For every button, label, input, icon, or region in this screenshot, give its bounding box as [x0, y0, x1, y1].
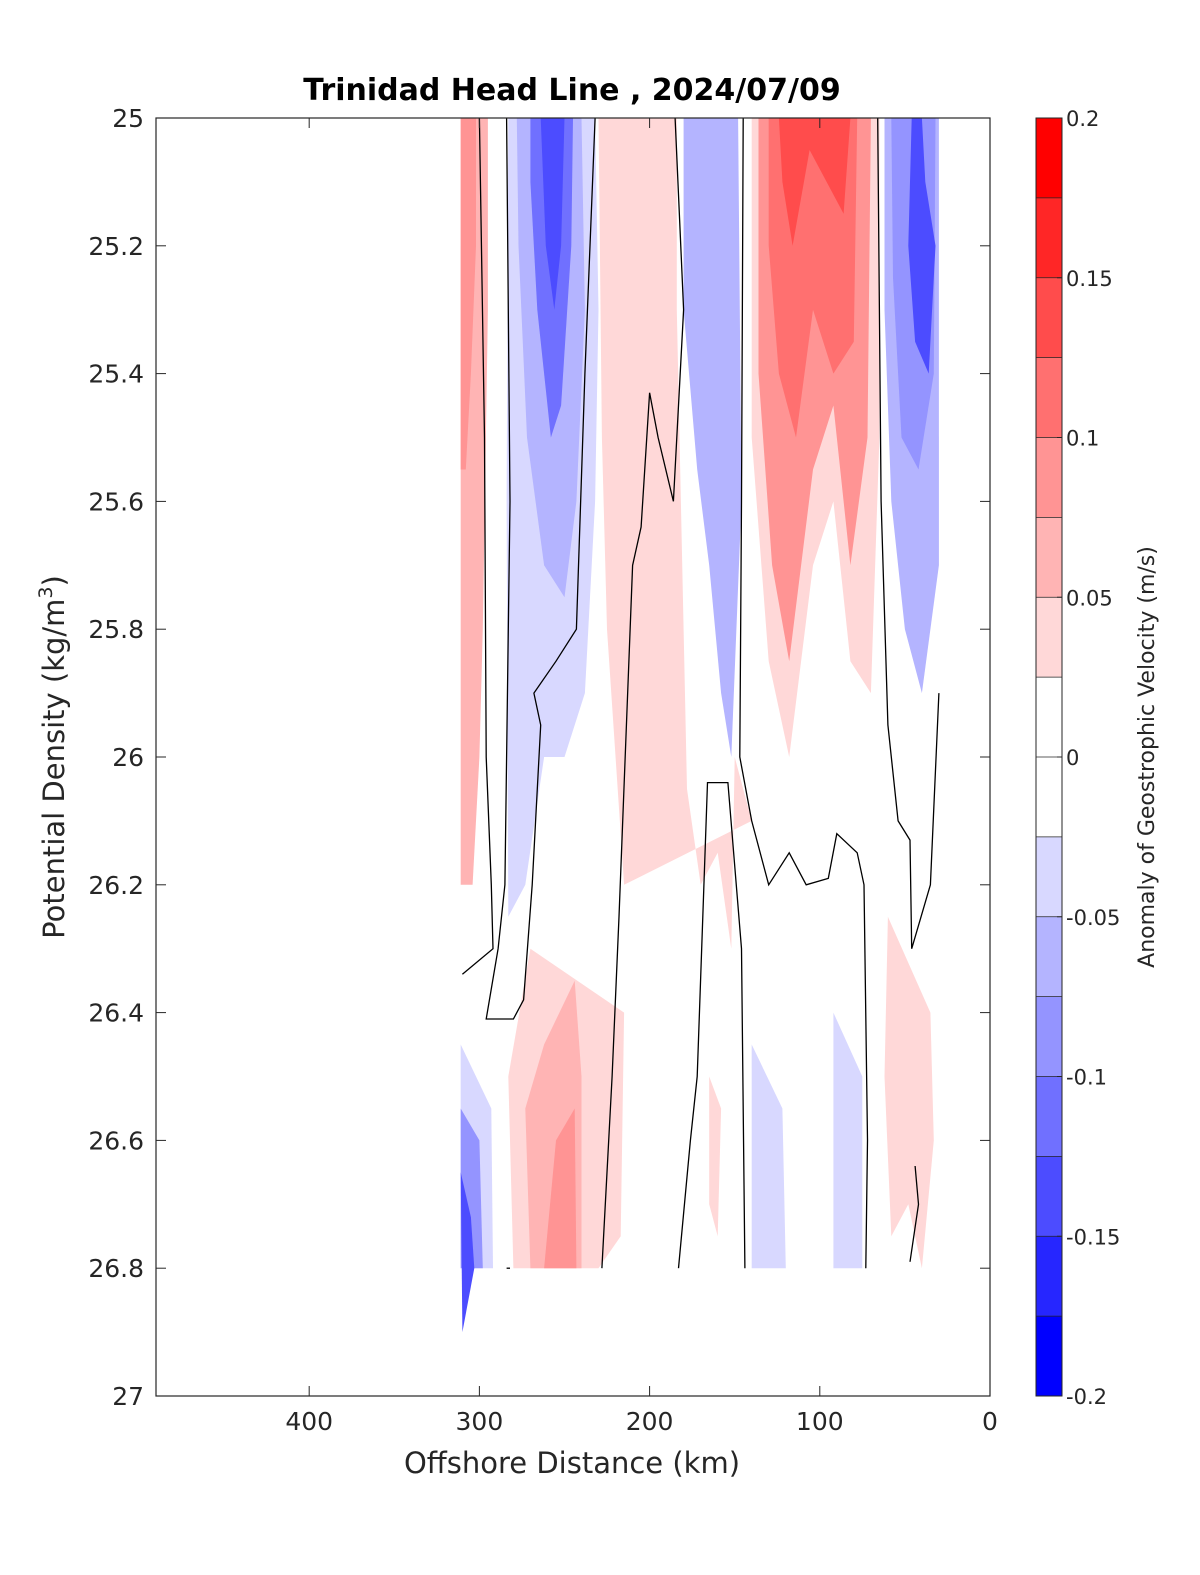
x-axis: 400 300 200 100 0: [285, 118, 998, 1436]
colorbar-tick-label: -0.05: [1066, 906, 1120, 930]
colorbar-segment-8: [1036, 757, 1062, 837]
zero-contour-3: [601, 118, 685, 1269]
y-axis-title-sup: 3: [35, 586, 57, 598]
x-tick-label: 400: [285, 1407, 333, 1436]
colorbar-ticks: 0.2 0.15 0.1 0.05 0 -0.05 -0.1 -0.15 -0.2: [1057, 107, 1120, 1409]
anomaly-band-21: [833, 1012, 863, 1269]
colorbar-segment-7: [1036, 677, 1062, 757]
colorbar-tick-label: 0: [1066, 746, 1079, 770]
zero-contour-6: [877, 118, 940, 949]
anomaly-band-11: [692, 118, 732, 470]
y-tick-label: 26.2: [88, 871, 144, 900]
y-axis-title-close: ): [37, 575, 71, 586]
y-tick-label: 25.8: [88, 615, 144, 644]
colorbar-segment-3: [1036, 357, 1062, 438]
colorbar-segment-12: [1036, 1076, 1062, 1157]
zero-contour-1: [485, 118, 596, 1020]
colorbar-tick-label: 0.05: [1066, 586, 1113, 610]
anomaly-band-20: [751, 1044, 786, 1269]
anomaly-band-5: [540, 118, 565, 310]
zero-contour-4: [677, 781, 746, 1269]
anomaly-band-9: [544, 1108, 577, 1269]
colorbar-segment-2: [1036, 277, 1062, 358]
colorbar-tick-label: -0.15: [1066, 1225, 1120, 1249]
x-tick-label: 200: [626, 1407, 674, 1436]
chart-title: Trinidad Head Line , 2024/07/09: [303, 73, 840, 108]
colorbar-segment-15: [1036, 1316, 1062, 1396]
anomaly-band-25: [460, 1172, 475, 1333]
anomaly-band-19: [884, 916, 934, 1269]
colorbar-tick-label: 0.15: [1066, 267, 1113, 291]
y-tick-label: 26: [112, 743, 144, 772]
colorbar-segment-5: [1036, 517, 1062, 598]
colorbar-segment-9: [1036, 836, 1062, 917]
y-tick-label: 25.4: [88, 360, 144, 389]
x-axis-title: Offshore Distance (km): [404, 1446, 740, 1480]
colorbar-tick-label: -0.1: [1066, 1066, 1107, 1090]
zero-contours: [461, 118, 940, 1269]
anomaly-band-22: [709, 1076, 722, 1237]
y-tick-label: 26.6: [88, 1126, 144, 1155]
y-tick-label: 27: [112, 1382, 144, 1411]
y-tick-label: 25.6: [88, 487, 144, 516]
x-tick-label: 300: [456, 1407, 504, 1436]
anomaly-bands: [460, 118, 939, 1333]
colorbar-segment-6: [1036, 597, 1062, 678]
colorbar-segment-1: [1036, 197, 1062, 278]
x-tick-label: 100: [796, 1407, 844, 1436]
zero-contour-5: [739, 118, 869, 1269]
y-axis-title-main: Potential Density (kg/m: [37, 599, 71, 939]
colorbar-segment-0: [1036, 118, 1062, 198]
y-axis-title: Potential Density (kg/m3): [35, 575, 71, 939]
colorbar-segment-11: [1036, 996, 1062, 1077]
y-tick-label: 25: [112, 104, 144, 133]
y-axis: 25 25.2 25.4 25.6 25.8 26 26.2 26.4 26.6 26.8 27: [88, 104, 990, 1411]
colorbar-segment-10: [1036, 916, 1062, 997]
zero-contour-0: [461, 118, 494, 975]
x-tick-label: 0: [982, 1407, 998, 1436]
y-tick-label: 25.2: [88, 232, 144, 261]
colorbar-tick-label: 0.1: [1066, 427, 1099, 451]
colorbar-segment-13: [1036, 1156, 1062, 1237]
colorbar-tick-label: 0.2: [1066, 107, 1099, 131]
zero-contour-7: [909, 1165, 920, 1262]
colorbar-tick-label: -0.2: [1066, 1385, 1107, 1409]
colorbar-segment-14: [1036, 1236, 1062, 1317]
anomaly-band-1: [460, 118, 476, 470]
anomaly-band-15: [778, 118, 851, 246]
colorbar: [1036, 117, 1062, 1396]
y-tick-label: 26.4: [88, 999, 144, 1028]
colorbar-title: Anomaly of Geostrophic Velocity (m/s): [1135, 546, 1160, 968]
anomaly-band-6: [598, 118, 752, 949]
anomaly-band-18: [908, 118, 936, 374]
y-tick-label: 26.8: [88, 1254, 144, 1283]
colorbar-segment-4: [1036, 437, 1062, 518]
